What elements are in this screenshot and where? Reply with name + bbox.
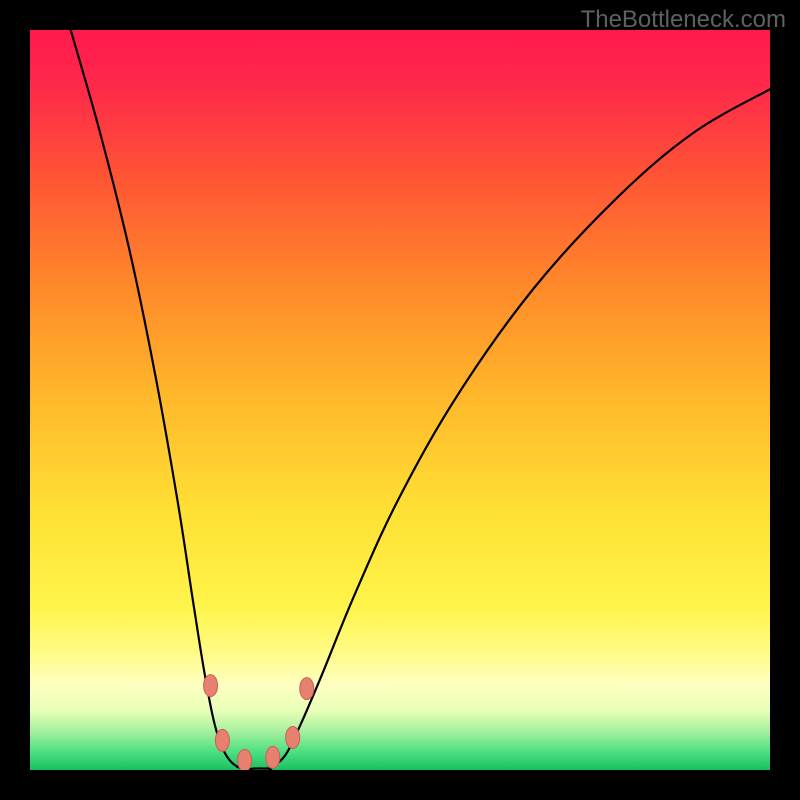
gradient-background (30, 30, 770, 770)
outer-frame: TheBottleneck.com (0, 0, 800, 800)
plot-area (30, 30, 770, 770)
